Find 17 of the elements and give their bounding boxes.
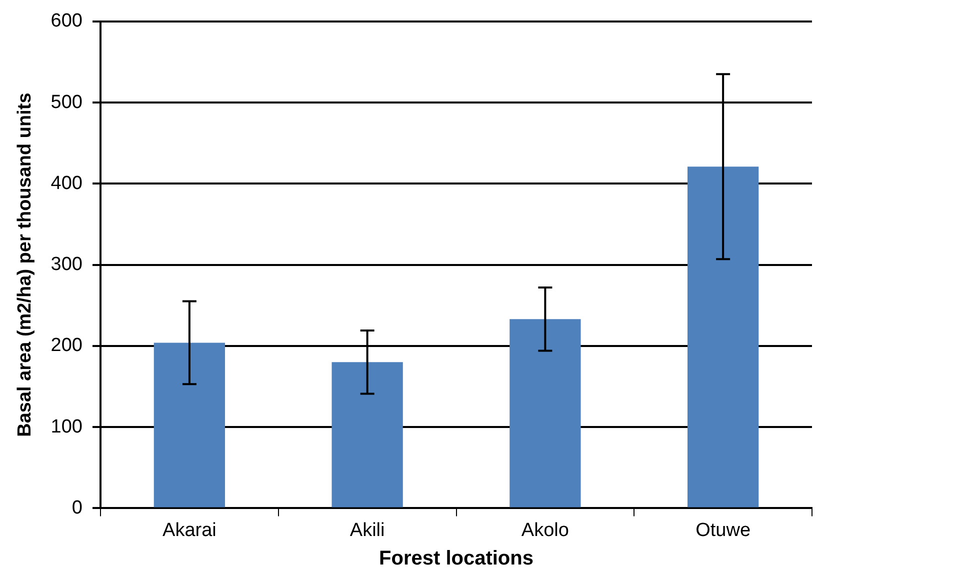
x-tick-label: Otuwe [696,520,751,541]
x-axis-title: Forest locations [379,548,534,570]
y-axis-title: Basal area (m2/ha) per thousand units [14,92,36,437]
y-tick-label: 200 [50,335,82,356]
bar [332,362,403,508]
x-tick-label: Akarai [162,520,216,541]
y-tick-label: 600 [50,10,82,32]
bar [687,166,759,508]
y-tick-label: 100 [50,416,82,438]
y-tick-label: 300 [50,254,82,276]
bar [154,342,226,508]
x-tick-label: Akolo [521,520,569,541]
bar [510,319,581,508]
y-tick-label: 0 [72,497,82,518]
x-tick-label: Akili [350,520,385,541]
y-tick-label: 400 [50,172,82,194]
y-tick-label: 500 [50,92,82,113]
